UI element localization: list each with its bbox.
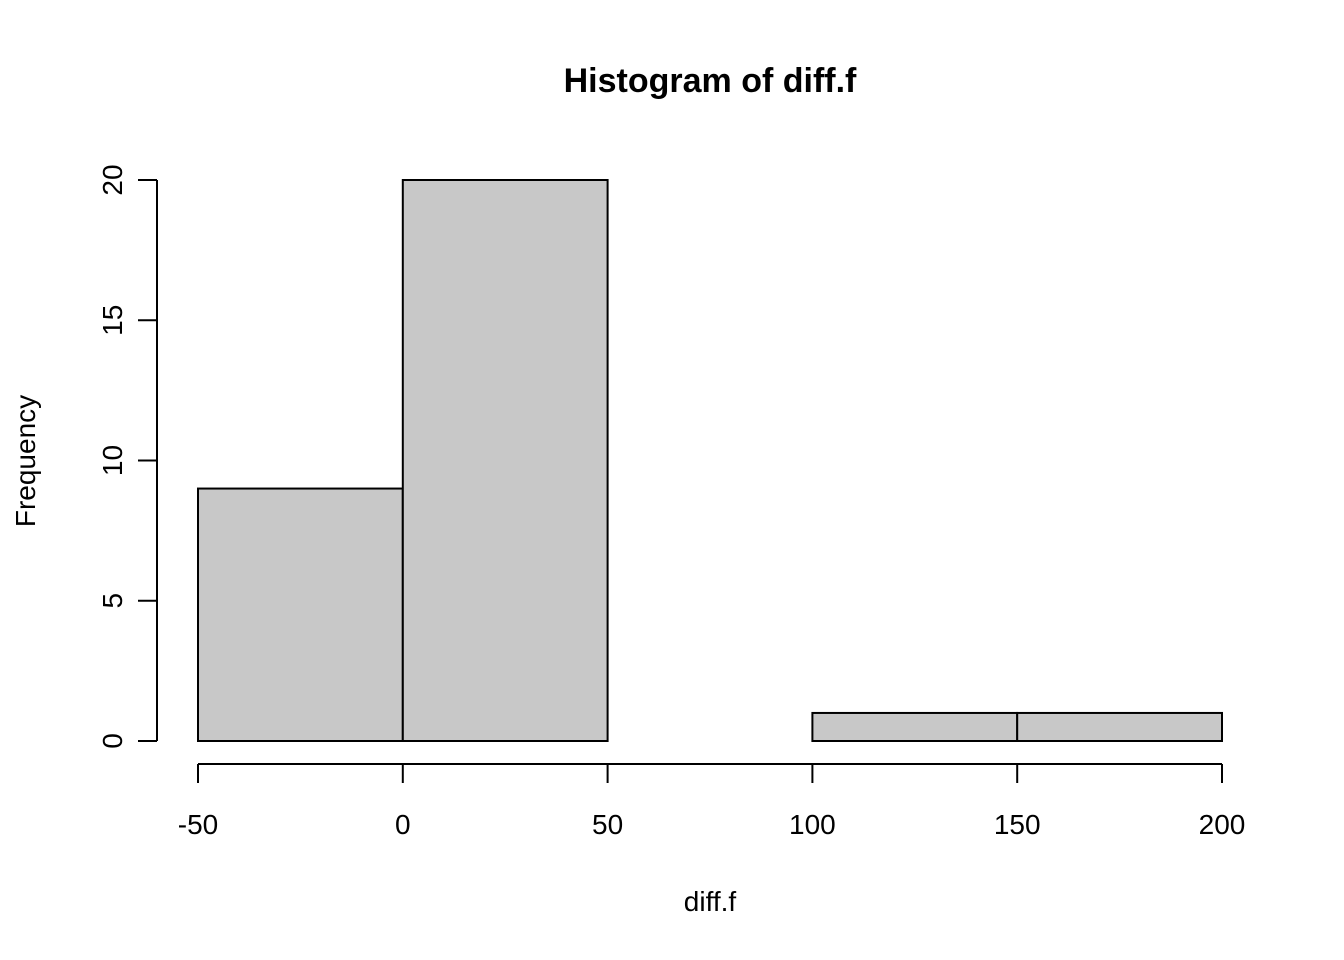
x-tick-label: 50 [592, 809, 623, 840]
x-tick-label: 100 [789, 809, 836, 840]
x-tick-label: 0 [395, 809, 411, 840]
y-tick-label: 15 [97, 305, 128, 336]
x-tick-label: 150 [994, 809, 1041, 840]
x-tick-label: 200 [1199, 809, 1246, 840]
x-tick-label: -50 [178, 809, 218, 840]
y-tick-label: 20 [97, 164, 128, 195]
histogram-bar [197, 487, 404, 742]
y-tick-label: 5 [97, 593, 128, 609]
histogram-bar [811, 711, 1019, 743]
y-tick-label: 0 [97, 733, 128, 749]
histogram-bar [401, 179, 609, 742]
chart-title: Histogram of diff.f [564, 62, 857, 100]
x-axis-label: diff.f [684, 886, 737, 917]
x-axis: -50 0 50 100 150 200 [178, 763, 1246, 840]
histogram-bar [1016, 711, 1224, 743]
bars-layer [197, 179, 1224, 743]
y-axis: 0 5 10 15 20 [97, 164, 158, 749]
y-axis-label: Frequency [10, 395, 41, 527]
y-tick-label: 10 [97, 445, 128, 476]
